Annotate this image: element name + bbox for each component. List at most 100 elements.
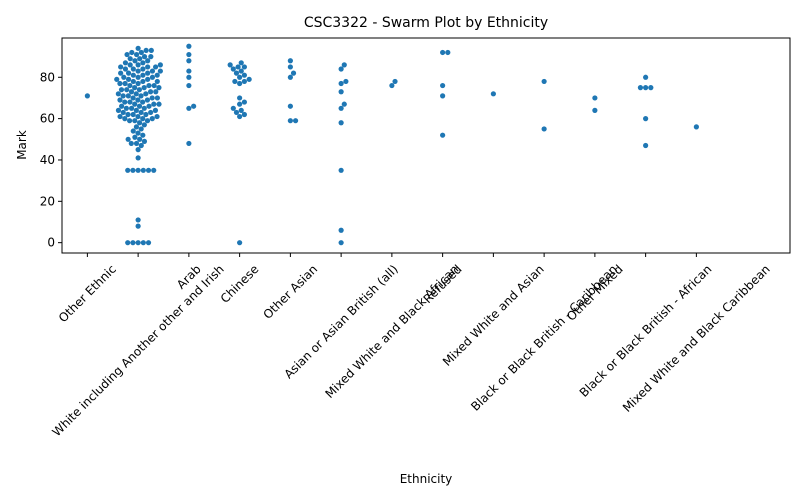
point [154, 113, 160, 120]
point [637, 85, 644, 91]
point [145, 167, 152, 173]
point [237, 80, 243, 87]
point [149, 116, 155, 122]
point [237, 113, 243, 120]
point [233, 70, 240, 76]
point [127, 82, 133, 89]
point [130, 72, 136, 78]
point [138, 126, 144, 132]
point [135, 80, 141, 87]
point [241, 111, 247, 118]
point [132, 101, 138, 107]
point [227, 62, 233, 68]
point [643, 74, 649, 80]
point [118, 87, 125, 93]
point [120, 93, 126, 99]
point [146, 82, 152, 89]
y-tick-label: 80 [40, 70, 55, 84]
point [237, 101, 243, 107]
point [232, 78, 238, 85]
point [121, 74, 127, 80]
point [151, 167, 157, 173]
point [135, 217, 141, 223]
point [186, 140, 192, 147]
point [128, 105, 135, 111]
point [153, 89, 159, 95]
y-tick-label: 60 [40, 112, 55, 126]
point [191, 103, 197, 109]
point [140, 167, 146, 173]
point [157, 68, 163, 74]
point [648, 85, 654, 91]
point [132, 85, 138, 91]
point [118, 70, 124, 76]
point [338, 227, 344, 233]
point [287, 64, 293, 70]
point [292, 118, 299, 124]
point [135, 155, 141, 161]
point [133, 140, 140, 147]
point [130, 66, 136, 72]
point [135, 223, 141, 229]
point [135, 167, 141, 173]
point [135, 113, 141, 120]
point [643, 85, 649, 91]
point [119, 103, 125, 109]
point [156, 101, 162, 107]
point [445, 49, 451, 56]
point [115, 91, 121, 97]
point [145, 76, 151, 82]
chart-title: CSC3322 - Swarm Plot by Ethnicity [304, 15, 548, 31]
point [130, 128, 136, 134]
point [140, 132, 146, 138]
point [186, 74, 192, 80]
point [145, 240, 152, 246]
point [114, 76, 120, 82]
point [643, 116, 649, 122]
point [156, 85, 162, 91]
point [118, 64, 124, 70]
point [157, 62, 163, 68]
point [152, 107, 159, 113]
point [147, 89, 154, 95]
point [143, 111, 149, 118]
point [230, 66, 236, 72]
point [128, 140, 134, 147]
point [124, 51, 130, 58]
point [125, 240, 131, 246]
point [125, 111, 131, 118]
point [133, 91, 139, 97]
point [246, 76, 252, 82]
point [149, 68, 156, 74]
point [141, 85, 147, 91]
point [152, 64, 159, 70]
point [128, 89, 135, 95]
point [541, 78, 547, 85]
point [145, 70, 151, 76]
point [122, 60, 129, 66]
x-axis-label: Ethnicity [400, 472, 453, 486]
point [238, 68, 244, 74]
point [149, 95, 155, 101]
point [230, 105, 236, 111]
point [141, 54, 148, 60]
point [241, 64, 247, 70]
point [140, 99, 146, 105]
point [287, 74, 293, 80]
point [241, 78, 247, 85]
point [143, 91, 149, 97]
point [186, 82, 192, 89]
point [154, 95, 160, 101]
point [132, 58, 138, 64]
point [133, 51, 140, 58]
point [343, 78, 349, 85]
plot-frame [61, 37, 791, 254]
point [125, 136, 131, 142]
point [287, 118, 293, 124]
point [440, 49, 446, 56]
point [141, 105, 147, 111]
point [341, 101, 347, 107]
point [123, 105, 129, 111]
point [137, 56, 143, 62]
point [127, 118, 133, 124]
